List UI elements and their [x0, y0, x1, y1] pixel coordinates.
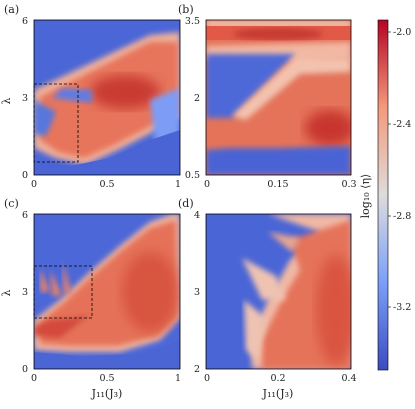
panel-d-xtick-0: 0	[204, 373, 210, 384]
panel-a-ytick-0: 0	[22, 170, 28, 181]
colorbar	[378, 20, 388, 370]
panel-a-xtick-0: 0	[31, 179, 37, 190]
colorbar-tick-1: -2.4	[393, 119, 411, 130]
panel-c-ytick-0: 0	[22, 364, 28, 375]
panel-c-xtick-2: 1	[175, 373, 181, 384]
panel-b-xtick-1: 0.15	[267, 179, 288, 190]
panel-d-label: (d)	[178, 197, 194, 210]
panel-a-heatmap	[34, 20, 180, 175]
panel-a-label: (a)	[4, 3, 19, 16]
panel-c-xtick-0: 0	[31, 373, 37, 384]
panel-c-ytick-1: 3	[22, 287, 28, 298]
colorbar-tick-3: -3.2	[393, 302, 411, 313]
panel-a-xtick-1: 0.5	[99, 179, 114, 190]
panel-c-label: (c)	[4, 197, 19, 210]
colorbar-tick-2: -2.8	[393, 211, 411, 222]
panel-b-xtick-2: 0.3	[341, 179, 356, 190]
panel-c-ytick-2: 6	[22, 210, 28, 221]
panel-d-ytick-2: 4	[194, 210, 200, 221]
panel-c-xtick-1: 0.5	[99, 373, 114, 384]
panel-d-ytick-0: 2	[194, 364, 200, 375]
panel-c-heatmap	[34, 214, 180, 369]
panel-d-xtick-1: 0.2	[270, 373, 285, 384]
colorbar-label: log₁₀ ⟨η⟩	[359, 174, 372, 219]
panel-a-ytick-2: 6	[22, 16, 28, 27]
panel-b-ytick-0: 0.5	[185, 170, 200, 181]
panel-d-ytick-1: 3	[194, 287, 200, 298]
panel-b-heatmap	[206, 20, 355, 175]
panel-d-xtick-2: 0.4	[341, 373, 356, 384]
panel-b-ytick-1: 2	[194, 93, 200, 104]
panel-b-xtick-0: 0	[204, 179, 210, 190]
panel-d-xlabel: J₁₁(J₃)	[262, 387, 294, 400]
panel-b-label: (b)	[178, 3, 194, 16]
panel-b-ytick-2: 3.5	[185, 16, 200, 27]
panel-a-ylabel: λ	[0, 97, 13, 104]
panel-a-ytick-1: 3	[22, 93, 28, 104]
panel-c-ylabel: λ	[0, 289, 13, 296]
panel-c-xlabel: J₁₁(J₃)	[91, 387, 123, 400]
panel-a-xtick-2: 1	[175, 179, 181, 190]
panel-d-heatmap	[206, 214, 356, 369]
colorbar-tick-0: -2.0	[393, 27, 411, 38]
